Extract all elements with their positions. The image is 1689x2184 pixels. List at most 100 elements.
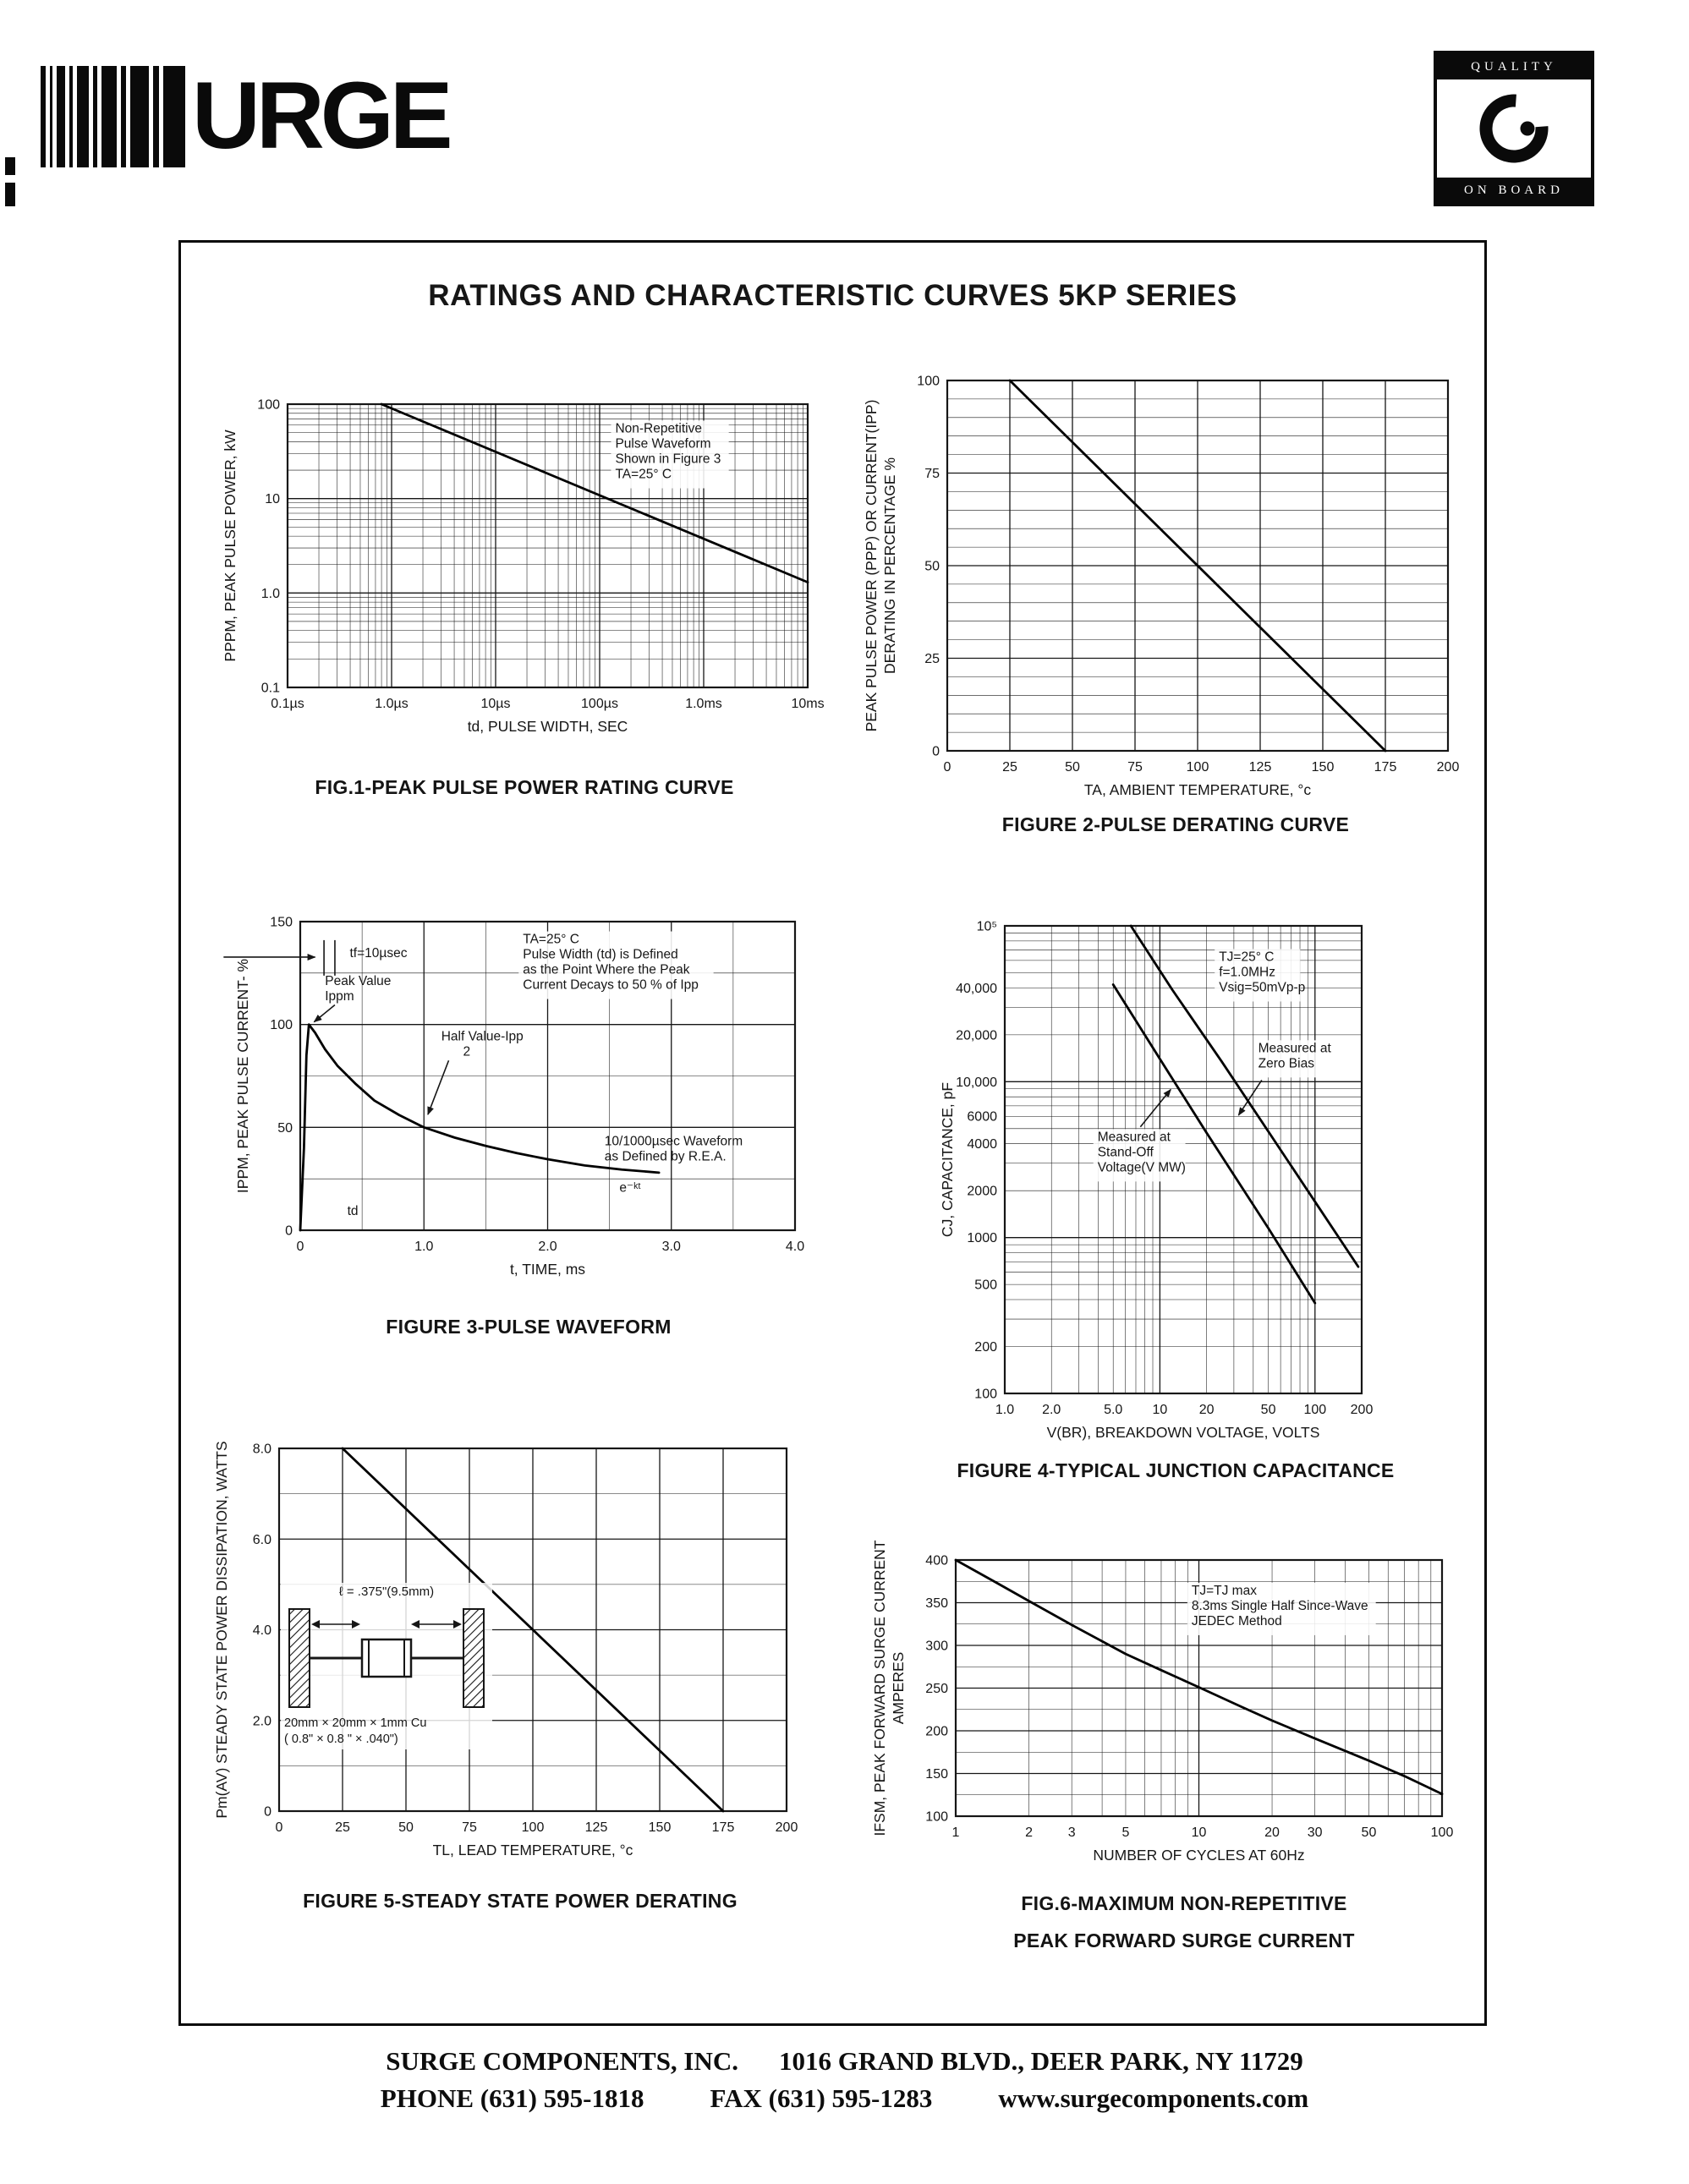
footer-phone: PHONE (631) 595-1818 — [380, 2083, 644, 2113]
series-pulse-derating — [1008, 379, 1387, 753]
annotation: e⁻ᵏᵗ — [619, 1180, 640, 1195]
svg-text:10ms: 10ms — [791, 697, 824, 711]
svg-text:0: 0 — [264, 1805, 271, 1820]
figure6-caption-line1: FIG.6-MAXIMUM NON-REPETITIVE — [1021, 1892, 1347, 1914]
svg-text:3: 3 — [1068, 1825, 1076, 1840]
lead-length-label: ℓ = .375"(9.5mm) — [338, 1585, 435, 1599]
x-axis-label: TA, AMBIENT TEMPERATURE, °c — [1084, 781, 1311, 798]
svg-text:50: 50 — [398, 1820, 414, 1835]
cu-label-line2: ( 0.8" × 0.8 " × .040") — [284, 1732, 398, 1746]
figure5-lead-length-inset: ℓ = .375"(9.5mm) 20mm × 20mm × 1mm Cu — [281, 1583, 492, 1749]
svg-text:0: 0 — [276, 1820, 283, 1835]
x-axis-label: NUMBER OF CYCLES AT 60Hz — [1093, 1847, 1304, 1864]
quality-logo-bottom-label: ON BOARD — [1437, 178, 1591, 203]
svg-text:5: 5 — [1122, 1825, 1130, 1840]
series-pulse-waveform — [299, 1023, 661, 1232]
svg-text:10: 10 — [1152, 1403, 1167, 1417]
x-axis-label: V(BR), BREAKDOWN VOLTAGE, VOLTS — [1047, 1424, 1320, 1441]
svg-text:100: 100 — [270, 1018, 293, 1032]
svg-text:4.0: 4.0 — [253, 1623, 271, 1638]
x-axis-label: t, TIME, ms — [510, 1261, 585, 1278]
chart-fig4: 1.0 2.0 5.0 10 20 50 100 200 100 200 500 1000 2000 40… — [939, 920, 1373, 1442]
svg-text:0.1: 0.1 — [261, 681, 280, 696]
chart-fig5: 0 25 50 75 100 125 150 175 200 0 2.0 4.0 6.0 8.0 TL, L… — [213, 1441, 798, 1858]
svg-text:40,000: 40,000 — [956, 982, 997, 996]
annotation-line — [427, 1059, 450, 1116]
annotation: Non-Repetitive Pulse Waveform Shown in Fig… — [615, 422, 721, 482]
svg-text:100: 100 — [925, 1810, 948, 1825]
svg-text:10µs: 10µs — [480, 697, 510, 711]
svg-text:0: 0 — [932, 745, 940, 759]
svg-text:50: 50 — [924, 560, 940, 574]
surge-logo: URGE — [41, 66, 453, 167]
series-measured-at-zero-bias — [1129, 924, 1360, 1268]
svg-text:4.0: 4.0 — [786, 1240, 804, 1254]
logo-bar — [69, 66, 73, 167]
logo-bar — [130, 66, 149, 167]
tick-labels: 1.0 2.0 5.0 10 20 50 100 200 100 200 500 1000 2000 40… — [956, 920, 1373, 1418]
annotation: td — [348, 1204, 359, 1218]
svg-text:250: 250 — [925, 1682, 948, 1696]
svg-text:150: 150 — [925, 1767, 948, 1782]
svg-text:10: 10 — [1192, 1825, 1207, 1840]
svg-text:150: 150 — [270, 916, 293, 930]
figure2-chart: 0 25 50 75 100 125 150 175 200 0 25 50 75 100 TA, AMBI… — [863, 375, 1459, 799]
footer-company: SURGE COMPONENTS, INC. — [386, 2046, 739, 2076]
svg-text:300: 300 — [925, 1639, 948, 1654]
svg-text:25: 25 — [924, 652, 940, 666]
svg-text:100: 100 — [1303, 1403, 1326, 1417]
svg-text:1.0ms: 1.0ms — [685, 697, 722, 711]
right-cu-plate — [463, 1608, 485, 1708]
device-body — [360, 1638, 413, 1678]
annotation-line — [1139, 1088, 1171, 1128]
svg-text:125: 125 — [585, 1820, 608, 1835]
figure6-chart: 1 2 3 5 10 20 30 50 100 100 150 200 250 300 350 400 NUMB… — [871, 1540, 1453, 1864]
svg-text:1.0: 1.0 — [414, 1240, 433, 1254]
svg-text:75: 75 — [462, 1820, 477, 1835]
annotation: TJ=TJ max 8.3ms Single Half Since-Wave JED… — [1192, 1584, 1368, 1628]
logo-bar — [77, 66, 89, 167]
logo-bar — [163, 66, 185, 167]
annotation-bg — [1187, 1582, 1376, 1635]
scan-artifact — [5, 157, 15, 206]
plot-border — [286, 402, 809, 689]
svg-text:75: 75 — [924, 467, 940, 481]
cu-label-line1: 20mm × 20mm × 1mm Cu — [284, 1716, 427, 1730]
surge-logo-bars — [41, 66, 185, 167]
svg-text:5.0: 5.0 — [1104, 1403, 1122, 1417]
grid — [287, 403, 809, 688]
svg-text:10: 10 — [265, 492, 280, 506]
figure4-chart: 1.0 2.0 5.0 10 20 50 100 200 100 200 500 1000 2000 40… — [939, 920, 1373, 1442]
svg-text:20,000: 20,000 — [956, 1028, 997, 1043]
svg-text:350: 350 — [925, 1596, 948, 1611]
svg-text:6000: 6000 — [967, 1110, 997, 1125]
footer-address: 1016 GRAND BLVD., DEER PARK, NY 11729 — [779, 2046, 1303, 2076]
svg-text:0: 0 — [944, 760, 951, 775]
figure1-caption: FIG.1-PEAK PULSE POWER RATING CURVE — [315, 776, 734, 798]
svg-text:1: 1 — [952, 1825, 960, 1840]
y-axis-label: Pm(AV) STEADY STATE POWER DISSIPATION, W… — [213, 1441, 230, 1818]
svg-text:75: 75 — [1127, 760, 1143, 775]
quality-logo-emblem — [1437, 79, 1591, 178]
chart-fig3: 0 1.0 2.0 3.0 4.0 0 50 100 150 t, TIME, ms IPPM, P… — [223, 916, 804, 1278]
annotation-bg — [518, 931, 714, 999]
svg-text:2.0: 2.0 — [1042, 1403, 1061, 1417]
svg-text:2000: 2000 — [967, 1185, 997, 1199]
annotation-line — [1237, 1080, 1263, 1116]
left-cu-plate — [288, 1608, 310, 1708]
y-axis-label: IPPM, PEAK PULSE CURRENT- % — [234, 959, 251, 1193]
x-axis-label: td, PULSE WIDTH, SEC — [468, 718, 628, 735]
footer-line1: SURGE COMPONENTS, INC. 1016 GRAND BLVD.,… — [0, 2046, 1689, 2077]
annotation: 10/1000µsec Waveform as Defined by R.E.A. — [605, 1135, 743, 1164]
svg-text:20: 20 — [1199, 1403, 1215, 1417]
logo-bar — [41, 66, 46, 167]
svg-text:50: 50 — [1261, 1403, 1276, 1417]
quality-on-board-logo: QUALITY ON BOARD — [1434, 51, 1594, 206]
annotation: Measured at Stand-Off Voltage(V MW) — [1098, 1130, 1186, 1174]
y-axis-label: PEAK PULSE POWER (PPP) OR CURRENT(IPP) — [863, 400, 880, 732]
annotation: Peak Value Ippm — [325, 974, 391, 1004]
logo-bar — [101, 66, 117, 167]
logo-bar — [153, 66, 159, 167]
svg-text:400: 400 — [925, 1554, 948, 1568]
svg-text:10⁵: 10⁵ — [977, 920, 997, 934]
